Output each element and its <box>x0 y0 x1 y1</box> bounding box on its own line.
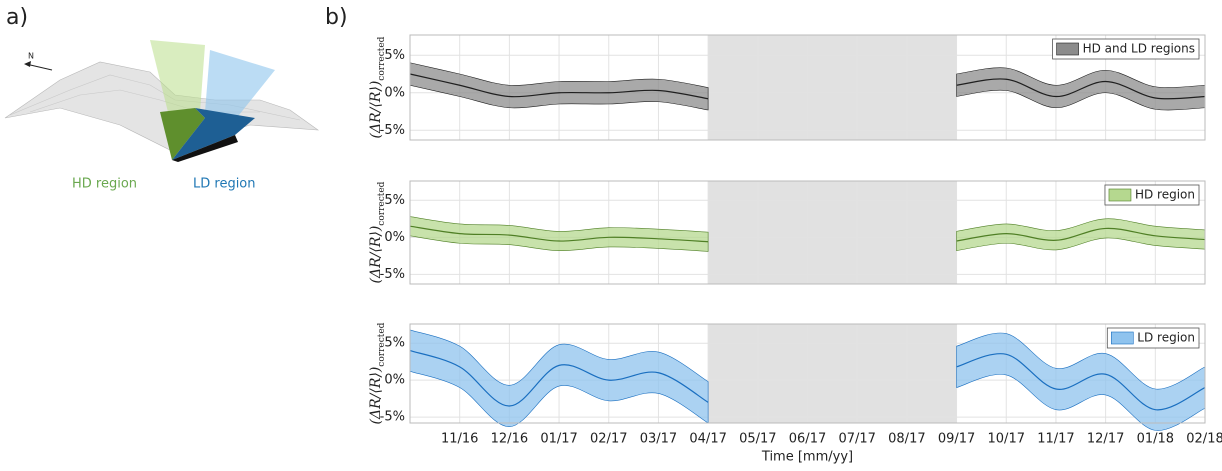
y-tick-label: -5% <box>380 123 405 138</box>
x-tick-label: 05/17 <box>739 432 776 447</box>
x-tick-label: 01/18 <box>1137 432 1174 447</box>
series-line <box>409 350 1206 411</box>
legend-swatch <box>1056 42 1079 56</box>
y-tick-label: 5% <box>384 193 405 208</box>
x-tick-label: 09/17 <box>938 432 975 447</box>
y-axis-label: (ΔR/⟨R⟩)corrected <box>368 181 387 283</box>
x-tick-label: 03/17 <box>640 432 677 447</box>
x-tick-label: 01/17 <box>540 432 577 447</box>
data-gap <box>708 324 957 423</box>
y-tick-label: 0% <box>384 373 405 388</box>
x-tick-label: 06/17 <box>789 432 826 447</box>
y-tick-label: -5% <box>380 410 405 425</box>
x-tick-label: 12/17 <box>1087 432 1124 447</box>
legend-label: LD region <box>1137 331 1195 345</box>
y-axis-label-subscript: corrected <box>377 181 387 225</box>
x-tick-label: 10/17 <box>988 432 1025 447</box>
data-gap <box>708 35 957 140</box>
y-tick-label: 5% <box>384 48 405 63</box>
x-tick-label: 11/17 <box>1037 432 1074 447</box>
y-axis-label: (ΔR/⟨R⟩)corrected <box>368 322 387 424</box>
y-tick-label: -5% <box>380 267 405 282</box>
series-line <box>409 225 1206 243</box>
y-axis-label-subscript: corrected <box>377 36 387 80</box>
panel-label: b) <box>325 5 348 30</box>
series-line <box>409 73 1206 100</box>
legend-label: HD and LD regions <box>1083 42 1195 56</box>
plot-frame <box>409 180 1206 285</box>
legend-label: HD region <box>1135 188 1195 202</box>
x-tick-label: 04/17 <box>689 432 726 447</box>
y-tick-label: 0% <box>384 230 405 245</box>
x-tick-label: 02/18 <box>1186 432 1222 447</box>
legend: LD region <box>1106 327 1200 349</box>
legend: HD region <box>1104 184 1200 206</box>
y-axis-label-main: (ΔR/⟨R⟩) <box>368 226 384 284</box>
x-tick-label: 11/16 <box>441 432 478 447</box>
x-tick-label: 02/17 <box>590 432 627 447</box>
x-tick-label: 08/17 <box>888 432 925 447</box>
y-tick-label: 0% <box>384 85 405 100</box>
x-axis-label: Time [mm/yy] <box>761 450 853 465</box>
y-tick-label: 5% <box>384 336 405 351</box>
y-axis-label: (ΔR/⟨R⟩)corrected <box>368 36 387 138</box>
region-label: HD region <box>72 177 137 192</box>
legend: HD and LD regions <box>1052 38 1200 60</box>
y-axis-label-subscript: corrected <box>377 322 387 366</box>
legend-swatch <box>1110 331 1134 345</box>
legend-box <box>1052 38 1200 60</box>
x-tick-label: 12/16 <box>491 432 528 447</box>
y-axis-label-main: (ΔR/⟨R⟩) <box>368 81 384 139</box>
plot-frame <box>409 34 1206 141</box>
x-tick-label: 07/17 <box>838 432 875 447</box>
legend-swatch <box>1108 188 1132 202</box>
data-gap <box>708 181 957 284</box>
region-label: LD region <box>193 177 256 192</box>
panel-label: a) <box>6 5 28 30</box>
north-label: N <box>28 52 34 61</box>
y-axis-label-main: (ΔR/⟨R⟩) <box>368 367 384 425</box>
plot-frame <box>409 323 1206 424</box>
terrain-illustration <box>4 40 320 162</box>
